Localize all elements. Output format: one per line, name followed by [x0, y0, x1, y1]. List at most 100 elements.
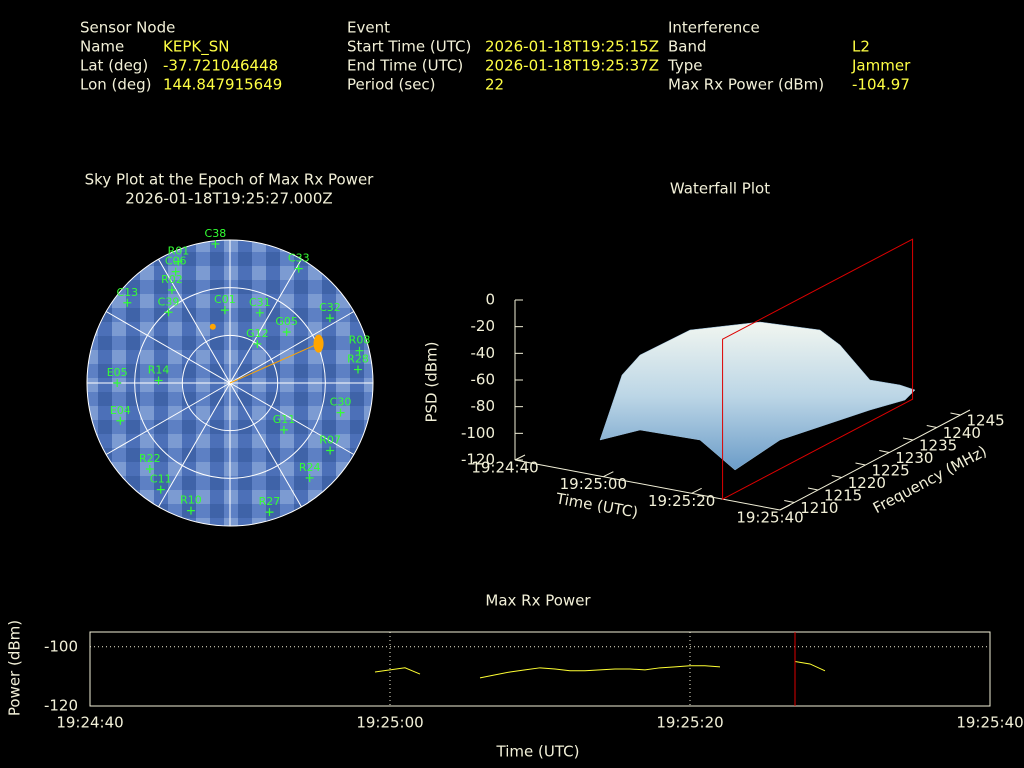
- satellite-label: C33: [288, 252, 310, 265]
- field-value: 2026-01-18T19:25:15Z: [485, 38, 659, 56]
- satellite-label: R14: [148, 364, 170, 377]
- satellite-label: R02: [161, 273, 183, 286]
- satellite-marker: [255, 308, 264, 317]
- satellite-marker: [253, 339, 262, 348]
- satellite-label: C38: [205, 227, 227, 240]
- field-label: Band: [668, 38, 707, 56]
- satellite-marker: [186, 506, 195, 515]
- satellite-marker: [305, 473, 314, 482]
- section-title: Interference: [668, 19, 760, 37]
- frequency-tick-label: 1230: [895, 449, 933, 467]
- satellite-label: R27: [259, 495, 281, 508]
- satellite-label: C30: [330, 396, 352, 409]
- time-axis: [514, 459, 781, 511]
- frequency-tick: [807, 487, 819, 491]
- frequency-tick: [879, 450, 890, 453]
- interference-point: [209, 323, 216, 330]
- satellite-marker: [171, 267, 180, 276]
- satellite-marker: [154, 376, 163, 385]
- field-label: End Time (UTC): [347, 57, 463, 75]
- psd-tick-label: -100: [461, 424, 495, 442]
- field-label: Lon (deg): [80, 76, 152, 94]
- satellite-label: C31: [249, 296, 271, 309]
- frequency-tick-label: 1245: [967, 412, 1005, 430]
- satellite-marker: [326, 446, 335, 455]
- satellite-label: R28: [347, 353, 369, 366]
- frequency-tick: [831, 475, 842, 478]
- interference-point: [313, 334, 324, 353]
- azimuth-spoke: [158, 382, 231, 508]
- field-value: -104.97: [852, 76, 910, 94]
- azimuth-spoke: [229, 258, 302, 384]
- frequency-tick-label: 1210: [800, 499, 838, 517]
- field-label: Lat (deg): [80, 57, 148, 75]
- satellite-label: E05: [107, 366, 128, 379]
- satellite-label: C13: [116, 286, 138, 299]
- satellite-label: R22: [139, 452, 161, 465]
- field-label: Max Rx Power (dBm): [668, 76, 824, 94]
- x-tick-label: 19:25:00: [356, 714, 423, 732]
- satellite-marker: [265, 508, 274, 517]
- waterfall-surface: [599, 321, 916, 471]
- field-label: Type: [667, 57, 702, 75]
- time-tick-label: 19:25:40: [736, 509, 803, 527]
- satellite-marker: [279, 425, 288, 434]
- satellite-marker: [145, 464, 154, 473]
- frequency-tick-label: 1240: [943, 424, 981, 442]
- satellite-marker: [353, 365, 362, 374]
- time-tick-label: 19:24:40: [471, 459, 538, 477]
- x-tick-label: 19:25:40: [956, 714, 1023, 732]
- frequency-tick: [926, 425, 937, 428]
- frequency-axis: [779, 409, 971, 511]
- time-tick: [691, 487, 702, 494]
- frequency-tick-label: 1235: [919, 437, 957, 455]
- satellite-marker: [220, 306, 229, 315]
- satellite-label: G12: [246, 327, 269, 340]
- satellite-label: C06: [165, 255, 187, 268]
- azimuth-spoke: [105, 382, 231, 455]
- satellite-marker: [113, 379, 122, 387]
- frequency-tick: [902, 437, 914, 441]
- field-label: Period (sec): [347, 76, 436, 94]
- satellite-marker: [282, 327, 291, 336]
- chart-title: Waterfall Plot: [670, 180, 770, 198]
- time-tick: [779, 504, 791, 511]
- field-label: Start Time (UTC): [347, 38, 471, 56]
- chart-subtitle: 2026-01-18T19:25:27.000Z: [125, 190, 332, 208]
- azimuth-spoke: [105, 311, 231, 384]
- satellite-label: R24: [299, 461, 321, 474]
- y-tick-label: -120: [44, 697, 78, 715]
- azimuth-spoke: [229, 311, 355, 384]
- y-axis-title: Power (dBm): [6, 620, 24, 716]
- satellite-marker: [156, 485, 165, 494]
- chart-title: Max Rx Power: [485, 592, 591, 610]
- frequency-tick-label: 1215: [824, 487, 862, 505]
- x-tick-label: 19:25:20: [656, 714, 723, 732]
- field-value: Jammer: [851, 57, 911, 75]
- time-tick-label: 19:25:20: [648, 492, 715, 510]
- psd-tick-label: -60: [471, 371, 496, 389]
- satellite-label: C11: [150, 473, 172, 486]
- time-tick: [603, 471, 614, 478]
- time-axis-title: Time (UTC): [554, 489, 640, 521]
- satellite-label: G05: [275, 315, 298, 328]
- psd-tick-label: -40: [471, 344, 496, 362]
- frequency-tick-label: 1220: [848, 474, 886, 492]
- section-title: Sensor Node: [80, 19, 175, 37]
- satellite-label: C39: [158, 295, 180, 308]
- satellite-marker: [211, 239, 220, 248]
- field-label: Name: [80, 38, 124, 56]
- epoch-plane: [722, 238, 914, 500]
- time-tick-label: 19:25:00: [560, 475, 627, 493]
- satellite-label: R07: [319, 434, 341, 447]
- psd-tick-label: 0: [485, 291, 495, 309]
- frequency-tick: [855, 462, 866, 466]
- satellite-label: R10: [180, 494, 202, 507]
- power-line: [374, 661, 826, 679]
- satellite-marker: [174, 257, 183, 266]
- azimuth-spoke: [229, 382, 302, 508]
- frequency-tick-label: 1225: [872, 462, 910, 480]
- satellite-marker: [336, 408, 345, 417]
